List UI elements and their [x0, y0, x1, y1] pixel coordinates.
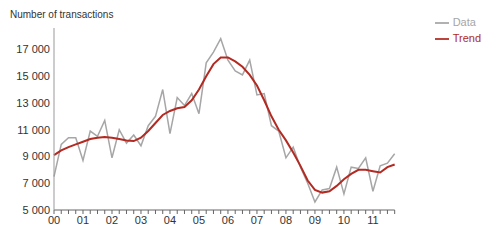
html-text:Trend: Trend: [452, 32, 481, 45]
svg-text:05: 05: [193, 214, 205, 226]
svg-text:00: 00: [47, 213, 61, 226]
svg-text:04: 04: [164, 214, 176, 226]
html-text:Data: Data: [452, 16, 476, 28]
svg-text:15 000: 15 000: [16, 70, 50, 82]
svg-text:17 000: 17 000: [16, 43, 50, 55]
svg-text:7 000: 7 000: [22, 177, 50, 189]
svg-text:06: 06: [222, 214, 234, 226]
svg-text:07: 07: [251, 214, 263, 226]
svg-text:03: 03: [135, 214, 147, 226]
svg-text:09: 09: [309, 214, 321, 226]
svg-text:11: 11: [367, 214, 378, 226]
svg-text:08: 08: [280, 214, 292, 226]
svg-text:01: 01: [77, 214, 89, 226]
svg-text:5 000: 5 000: [22, 204, 50, 216]
svg-text:10: 10: [338, 214, 350, 226]
svg-text:02: 02: [106, 214, 118, 226]
svg-text:11 000: 11 000: [17, 124, 50, 136]
svg-text:9 000: 9 000: [22, 150, 50, 162]
html-text:Number of transactions: Number of transactions: [10, 9, 114, 20]
svg-text:13 000: 13 000: [16, 97, 50, 109]
